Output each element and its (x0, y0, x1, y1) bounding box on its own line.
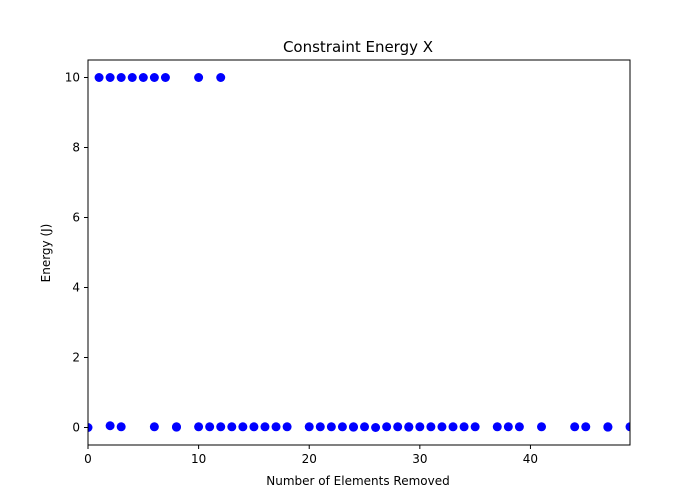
data-point (216, 73, 226, 82)
data-point (348, 422, 358, 432)
data-point (249, 422, 259, 432)
axes-frame (87, 59, 631, 446)
data-point (537, 422, 547, 432)
y-tick-label: 10 (65, 71, 80, 85)
y-tick-label: 6 (72, 211, 80, 225)
plot-area: 0 10 20 30 40 0 2 4 6 8 10 (65, 59, 631, 466)
data-point (514, 422, 524, 432)
data-point (160, 73, 170, 82)
data-point (116, 73, 126, 82)
y-tick-label: 4 (72, 281, 80, 295)
data-point (437, 422, 447, 432)
data-point (337, 422, 347, 432)
data-point (603, 422, 613, 432)
data-point (581, 422, 591, 432)
data-point (426, 422, 436, 432)
x-axis-label: Number of Elements Removed (266, 474, 449, 488)
data-point (127, 73, 137, 82)
data-point (371, 423, 381, 432)
data-point (149, 422, 159, 432)
x-tick-label: 30 (412, 452, 427, 466)
data-point (105, 73, 115, 82)
data-point (194, 422, 204, 432)
data-point (304, 422, 314, 432)
data-point (625, 422, 630, 432)
data-point (448, 422, 458, 432)
x-tick-label: 10 (191, 452, 206, 466)
chart-title: Constraint Energy X (283, 38, 433, 56)
data-point (360, 422, 370, 432)
data-point (393, 422, 403, 432)
x-tick-label: 0 (84, 452, 92, 466)
data-point (382, 422, 392, 432)
data-point (470, 422, 480, 432)
data-point (238, 422, 248, 432)
y-tick-label: 0 (72, 421, 80, 435)
x-tick-label: 40 (523, 452, 538, 466)
data-point (570, 422, 580, 432)
data-point (404, 422, 414, 432)
data-point (194, 73, 204, 82)
data-points (88, 73, 630, 432)
data-point (94, 73, 104, 82)
data-point (415, 422, 425, 432)
data-point (315, 422, 325, 432)
data-point (116, 422, 126, 432)
y-tick-label: 8 (72, 141, 80, 155)
data-point (503, 422, 513, 432)
data-point (138, 73, 148, 82)
data-point (88, 423, 93, 432)
y-tick-label: 2 (72, 351, 80, 365)
data-point (260, 422, 270, 432)
data-point (216, 422, 226, 432)
data-point (282, 422, 292, 432)
data-point (149, 73, 159, 82)
y-axis-label: Energy (J) (39, 224, 53, 283)
data-point (171, 422, 181, 432)
data-point (326, 422, 336, 432)
data-point (492, 422, 502, 432)
data-point (459, 422, 469, 432)
data-point (205, 422, 215, 432)
data-point (227, 422, 237, 432)
x-tick-label: 20 (302, 452, 317, 466)
data-point (105, 421, 115, 431)
data-point (271, 422, 281, 432)
